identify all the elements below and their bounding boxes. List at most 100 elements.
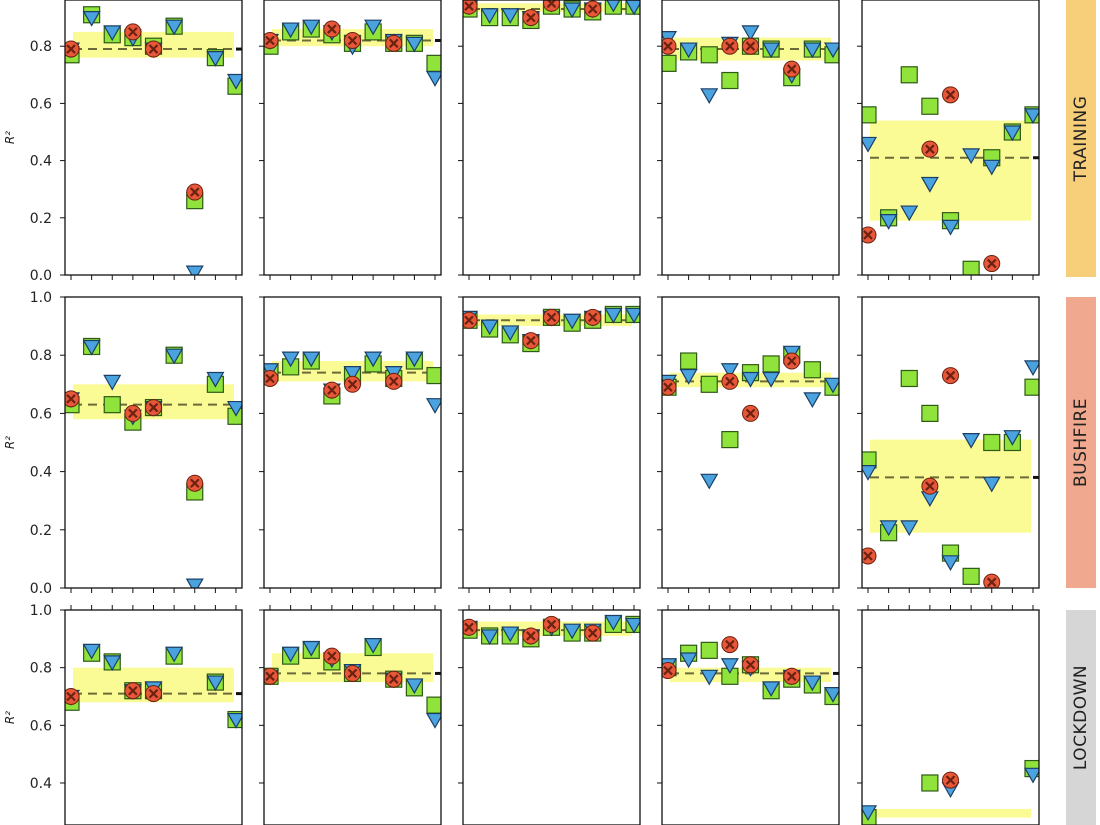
red-x-cross: [945, 775, 956, 785]
point-green-square: [921, 774, 939, 792]
red-x-cross: [148, 402, 159, 413]
panel-r3-c4: [657, 605, 840, 825]
point-green-square: [803, 361, 821, 379]
panel-plot-area: [264, 19, 441, 87]
y-tick-label: 0.4: [30, 776, 52, 792]
iqr-band: [870, 808, 1031, 818]
point-blue-triangle: [165, 19, 184, 36]
point-red-x: [463, 0, 478, 15]
red-x-cross: [725, 639, 735, 650]
point-blue-triangle: [700, 669, 719, 686]
point-blue-triangle: [563, 313, 582, 330]
point-blue-triangle: [364, 351, 383, 368]
red-x-cross: [745, 659, 756, 670]
point-blue-triangle: [82, 11, 101, 27]
red-x-cross: [388, 376, 399, 387]
point-red-x: [186, 474, 204, 492]
point-blue-triangle: [862, 805, 878, 822]
point-blue-triangle: [679, 42, 698, 59]
point-blue-triangle: [206, 51, 225, 67]
red-x-cross: [587, 628, 598, 638]
point-blue-triangle: [604, 614, 623, 631]
point-red-x: [862, 547, 877, 565]
point-red-x: [344, 375, 361, 393]
panel-r3-c2: [259, 605, 442, 825]
red-x-cross: [265, 671, 275, 682]
point-red-x: [344, 664, 361, 682]
red-x-cross: [148, 688, 159, 699]
point-blue-triangle: [1023, 767, 1039, 784]
point-red-x: [323, 381, 341, 399]
point-red-x: [543, 0, 560, 12]
point-red-x: [584, 0, 602, 18]
panel-plot-area: [662, 25, 839, 105]
panel-frame: [462, 296, 641, 589]
panel-frame: [462, 0, 641, 276]
point-blue-triangle: [823, 377, 839, 394]
point-green-square: [103, 396, 121, 414]
point-blue-triangle: [425, 398, 441, 414]
panel-plot-area: [65, 337, 242, 588]
point-blue-triangle: [823, 687, 839, 703]
point-red-x: [522, 332, 540, 350]
y-tick-label: 0.8: [30, 39, 52, 55]
point-blue-triangle: [480, 8, 499, 24]
point-blue-triangle: [700, 473, 719, 490]
point-red-x: [264, 369, 279, 387]
red-x-cross: [388, 38, 399, 49]
point-red-x: [783, 352, 801, 370]
y-tick-label: 0.2: [30, 523, 52, 539]
row-label-tab: [1066, 610, 1096, 825]
row-label-tab: [1066, 297, 1096, 588]
point-blue-triangle: [405, 351, 424, 368]
point-blue-triangle: [82, 643, 101, 660]
row-label-text: LOCKDOWN: [1071, 665, 1091, 770]
point-blue-triangle: [302, 19, 321, 36]
point-red-x: [584, 624, 602, 642]
panel-plot-area: [65, 6, 242, 275]
red-x-cross: [347, 379, 358, 390]
point-blue-triangle: [425, 712, 441, 729]
point-blue-triangle: [862, 136, 878, 153]
point-red-x: [983, 573, 1001, 588]
panel-r2-c4: [657, 296, 840, 593]
panel-frame: [263, 296, 442, 589]
point-green-square: [700, 375, 718, 393]
red-x-cross: [464, 1, 474, 11]
point-blue-triangle: [879, 214, 898, 230]
panel-r1-c1: [60, 0, 243, 280]
red-x-cross: [945, 90, 956, 100]
row-bushfire: 0.0 0.2 0.4 0.6 0.8 1.0 R² BUSHFIRE: [3, 290, 1096, 597]
red-x-cross: [786, 356, 797, 366]
point-blue-triangle: [1023, 108, 1039, 125]
panel-plot-area: [264, 351, 441, 414]
panel-r1-c2: [259, 0, 442, 280]
red-x-cross: [587, 312, 598, 323]
point-red-x: [783, 667, 801, 685]
panel-frame: [263, 609, 442, 825]
point-blue-triangle: [480, 629, 499, 646]
point-green-square: [900, 369, 918, 388]
y-tick-label: 0.2: [30, 211, 52, 227]
point-green-square: [700, 641, 718, 659]
y-axis-label: R²: [3, 131, 17, 144]
panel-r1-c4: [657, 0, 840, 280]
point-blue-triangle: [720, 658, 739, 674]
red-x-cross: [546, 619, 557, 630]
red-x-cross: [587, 4, 598, 14]
point-green-square: [900, 66, 918, 84]
panel-plot-area: [463, 614, 640, 648]
red-x-cross: [66, 44, 76, 54]
point-blue-triangle: [405, 36, 424, 53]
red-x-cross: [128, 408, 138, 419]
point-red-x: [323, 20, 341, 38]
red-x-cross: [526, 631, 536, 641]
point-green-square: [721, 71, 739, 90]
point-green-square: [962, 567, 980, 585]
point-green-square: [921, 97, 939, 115]
point-blue-triangle: [741, 25, 760, 42]
panel-plot-area: [862, 66, 1039, 275]
red-x-cross: [663, 665, 673, 676]
point-red-x: [124, 23, 142, 41]
point-blue-triangle: [103, 374, 122, 391]
